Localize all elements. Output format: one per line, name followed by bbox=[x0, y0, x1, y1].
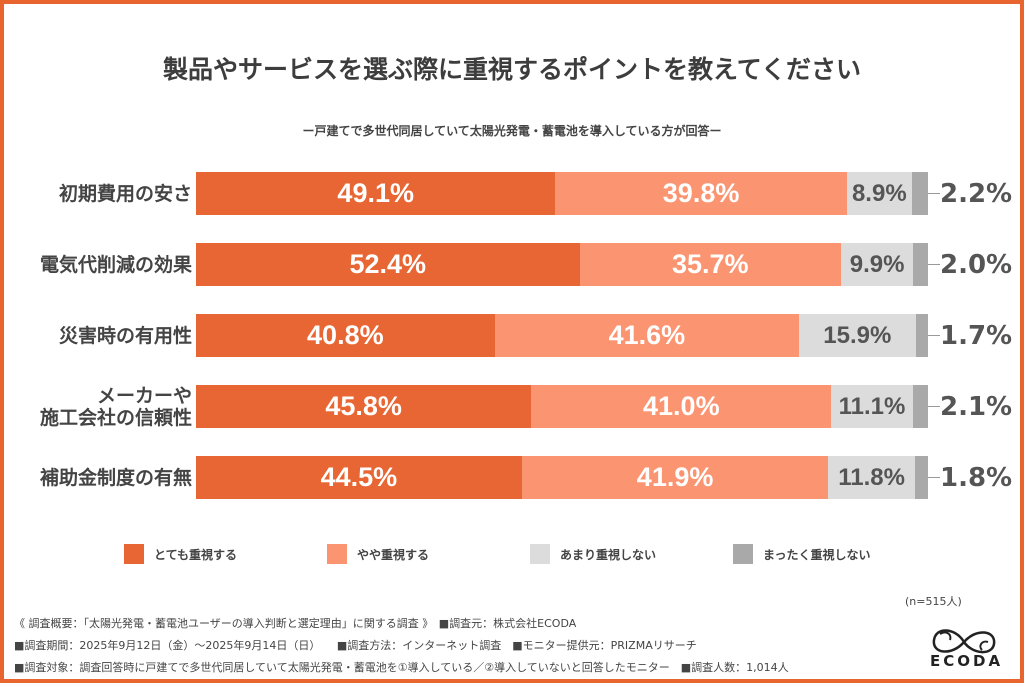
chart-title: 製品やサービスを選ぶ際に重視するポイントを教えてください bbox=[162, 55, 861, 84]
legend: とても重視する やや重視する あまり重視しない まったく重視しない bbox=[0, 544, 1024, 564]
label-connector bbox=[928, 264, 940, 265]
legend-item: あまり重視しない bbox=[530, 544, 656, 564]
bar-segment bbox=[911, 172, 928, 215]
stacked-bar: 44.5% 41.9% 11.8% bbox=[196, 456, 928, 499]
bar-segment: 49.1% bbox=[196, 172, 556, 215]
label-connector bbox=[928, 477, 940, 478]
bar-segment bbox=[912, 385, 928, 428]
legend-item: まったく重視しない bbox=[733, 544, 871, 564]
ecoda-logo-icon bbox=[932, 629, 996, 654]
data-label: 1.7% bbox=[940, 320, 1013, 351]
bar-segment: 41.9% bbox=[521, 456, 829, 499]
footer-line-3: ■調査対象：調査回答時に戸建てで多世代同居していて太陽光発電・蓄電池を①導入して… bbox=[14, 661, 789, 674]
data-label: 1.8% bbox=[940, 462, 1013, 493]
stacked-bar: 52.4% 35.7% 9.9% bbox=[196, 243, 928, 286]
stacked-bar: 49.1% 39.8% 8.9% bbox=[196, 172, 928, 215]
legend-label: あまり重視しない bbox=[560, 547, 657, 562]
chart-subtitle: ー戸建てで多世代同居していて太陽光発電・蓄電池を導入している方が回答ー bbox=[302, 124, 722, 138]
bar-segment: 8.9% bbox=[846, 172, 912, 215]
bar-segment: 11.8% bbox=[828, 456, 915, 499]
category-label: メーカーや 施工会社の信頼性 bbox=[39, 385, 192, 429]
category-label: 補助金制度の有無 bbox=[39, 467, 192, 489]
footer-line-1: 《 調査概要：「太陽光発電・蓄電池ユーザーの導入判断と選定理由」に関する調査 》… bbox=[14, 617, 577, 630]
logo-text: ECODA bbox=[930, 652, 1004, 670]
bar-segment: 39.8% bbox=[555, 172, 847, 215]
legend-item: とても重視する bbox=[124, 544, 237, 564]
sample-size: (n=515人) bbox=[905, 595, 962, 608]
bar-segment: 41.0% bbox=[531, 385, 832, 428]
legend-label: やや重視する bbox=[357, 547, 430, 562]
bar-segment: 44.5% bbox=[196, 456, 522, 499]
bar-segment: 11.1% bbox=[831, 385, 913, 428]
bar-segment: 52.4% bbox=[196, 243, 580, 286]
footer-line-2: ■調査期間：2025年9月12日（金）〜2025年9月14日（日） ■調査方法：… bbox=[14, 639, 697, 652]
category-label: 災害時の有用性 bbox=[58, 325, 192, 347]
legend-swatch bbox=[733, 544, 753, 564]
legend-swatch bbox=[124, 544, 144, 564]
label-connector bbox=[928, 335, 940, 336]
bar-segment: 15.9% bbox=[799, 314, 916, 357]
legend-item: やや重視する bbox=[327, 544, 429, 564]
category-label: 初期費用の安さ bbox=[58, 183, 192, 205]
bar-segment bbox=[914, 456, 928, 499]
bar-segment: 9.9% bbox=[840, 243, 914, 286]
data-label: 2.2% bbox=[940, 178, 1013, 209]
bar-segment: 41.6% bbox=[494, 314, 800, 357]
data-label: 2.1% bbox=[940, 391, 1013, 422]
data-label: 2.0% bbox=[940, 249, 1013, 280]
legend-label: とても重視する bbox=[154, 547, 238, 562]
bar-segment bbox=[915, 314, 928, 357]
legend-swatch bbox=[530, 544, 550, 564]
legend-swatch bbox=[327, 544, 347, 564]
bar-segment: 45.8% bbox=[196, 385, 532, 428]
category-label: 電気代削減の効果 bbox=[39, 254, 192, 276]
stacked-bar: 40.8% 41.6% 15.9% bbox=[196, 314, 928, 357]
stacked-bar: 45.8% 41.0% 11.1% bbox=[196, 385, 928, 428]
label-connector bbox=[928, 406, 940, 407]
bar-segment: 35.7% bbox=[579, 243, 841, 286]
bar-segment: 40.8% bbox=[196, 314, 495, 357]
bar-segment bbox=[913, 243, 928, 286]
label-connector bbox=[928, 193, 940, 194]
legend-label: まったく重視しない bbox=[763, 547, 871, 562]
